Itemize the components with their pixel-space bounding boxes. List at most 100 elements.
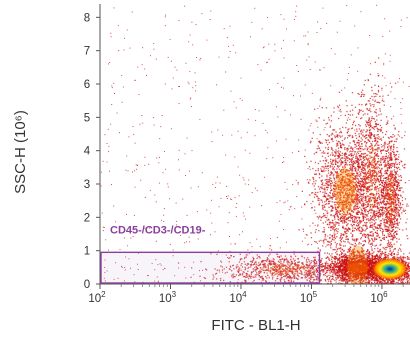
event-dot (312, 260, 314, 262)
event-dot (359, 232, 361, 235)
event-dot (260, 268, 262, 270)
event-dot (239, 174, 241, 176)
event-dot (344, 114, 346, 117)
event-dot (128, 136, 130, 138)
event-dot (332, 215, 334, 217)
event-dot (255, 270, 257, 272)
event-dot (274, 273, 276, 276)
event-dot (325, 160, 327, 162)
event-dot (335, 195, 337, 197)
event-dot (344, 197, 346, 199)
event-dot (366, 176, 368, 179)
event-dot (344, 159, 346, 162)
event-dot (335, 198, 337, 200)
event-dot (239, 98, 241, 100)
event-dot (366, 148, 369, 150)
event-dot (355, 168, 357, 170)
event-dot (375, 166, 377, 168)
event-dot (362, 229, 364, 231)
event-dot (395, 210, 397, 212)
event-dot (376, 235, 378, 237)
event-dot (361, 203, 363, 206)
event-dot (396, 170, 398, 172)
event-dot (324, 195, 326, 197)
event-dot (339, 20, 341, 22)
event-dot (407, 237, 409, 240)
event-dot (349, 150, 352, 152)
event-dot (329, 222, 331, 224)
event-dot (266, 277, 268, 279)
event-dot (324, 127, 326, 129)
event-dot (311, 244, 313, 246)
event-dot (313, 256, 315, 258)
event-dot (287, 200, 289, 202)
event-dot (367, 123, 369, 126)
event-dot (333, 188, 336, 190)
event-dot (241, 258, 243, 260)
event-dot (352, 227, 354, 229)
event-dot (356, 185, 358, 187)
event-dot (324, 214, 326, 216)
event-dot (310, 268, 312, 270)
event-dot (342, 214, 345, 216)
event-dot (300, 270, 302, 273)
event-dot (328, 181, 330, 183)
event-dot (401, 196, 404, 199)
event-dot (378, 167, 381, 169)
event-dot (367, 211, 369, 213)
event-dot (284, 272, 286, 274)
event-dot (262, 267, 264, 269)
event-dot (387, 186, 390, 189)
event-dot (267, 268, 269, 271)
event-dot (309, 280, 311, 282)
event-dot (363, 184, 366, 187)
event-dot (294, 259, 296, 261)
event-dot (266, 259, 268, 261)
event-dot (384, 181, 386, 184)
event-dot (276, 266, 279, 268)
event-dot (370, 161, 372, 164)
event-dot (385, 191, 387, 193)
event-dot (223, 279, 225, 282)
event-dot (311, 271, 313, 273)
event-dot (186, 214, 188, 216)
event-dot (342, 201, 344, 203)
event-dot (328, 226, 330, 229)
event-dot (189, 98, 191, 100)
event-dot (339, 209, 341, 212)
event-dot (384, 214, 387, 216)
event-dot (366, 130, 368, 132)
event-dot (352, 229, 354, 232)
event-dot (362, 205, 364, 207)
event-dot (332, 149, 334, 152)
event-dot (330, 158, 332, 161)
event-dot (211, 199, 212, 201)
event-dot (360, 154, 362, 156)
event-dot (377, 161, 379, 163)
event-dot (334, 171, 336, 173)
event-dot (210, 253, 212, 255)
event-dot (325, 200, 328, 202)
event-dot (327, 152, 329, 154)
event-dot (343, 212, 345, 214)
event-dot (328, 269, 330, 271)
event-dot (280, 274, 282, 276)
event-dot (326, 184, 328, 186)
event-dot (244, 266, 246, 268)
event-dot (342, 179, 344, 181)
event-dot (283, 202, 285, 204)
event-dot (357, 148, 360, 150)
event-dot (381, 237, 384, 240)
event-dot (361, 117, 363, 119)
event-dot (385, 188, 387, 190)
event-dot (322, 7, 324, 9)
event-dot (246, 264, 248, 267)
event-dot (381, 146, 383, 148)
event-dot (310, 275, 312, 278)
event-dot (373, 279, 375, 281)
event-dot (371, 231, 373, 233)
event-dot (339, 201, 341, 204)
event-dot (359, 183, 361, 185)
event-dot (360, 232, 362, 234)
event-dot (370, 177, 372, 179)
